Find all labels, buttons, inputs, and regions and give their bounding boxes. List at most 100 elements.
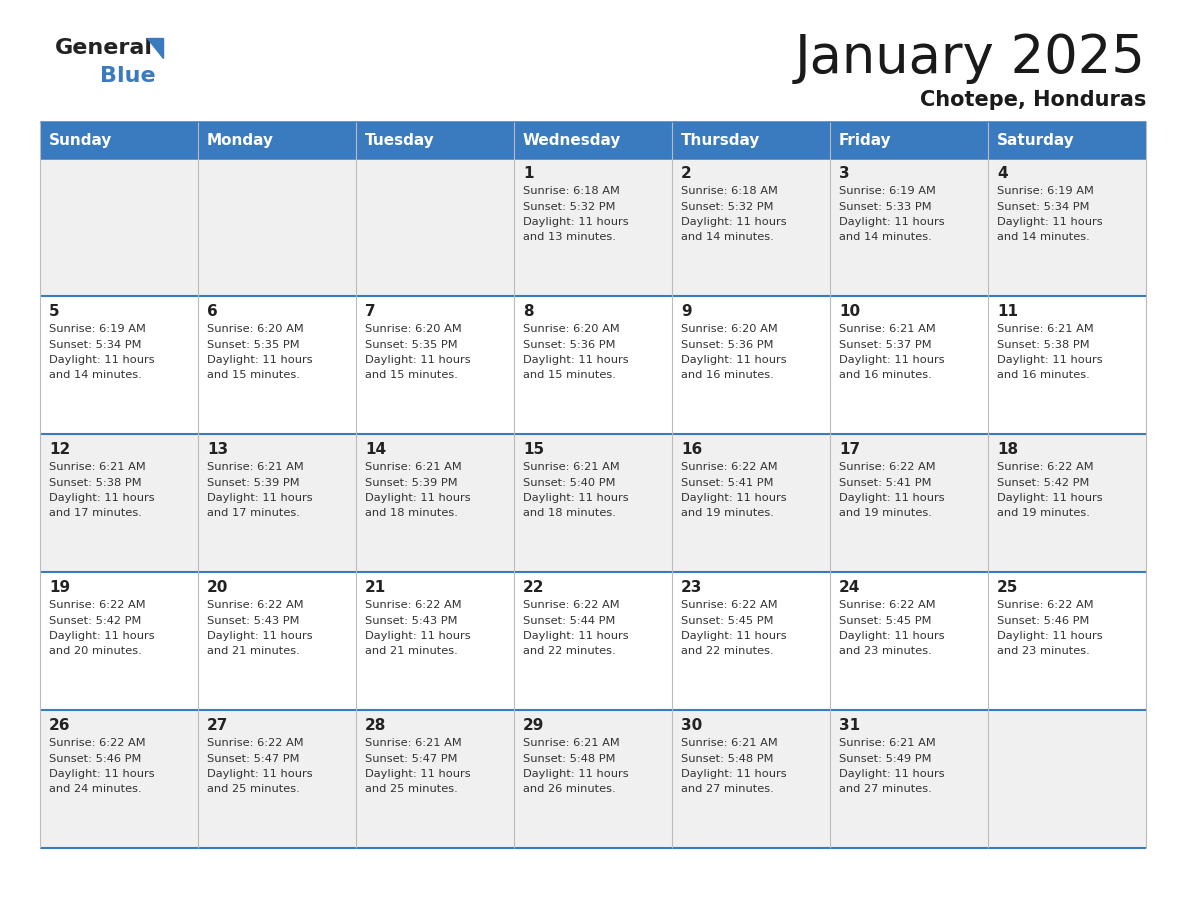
Text: Sunrise: 6:18 AM: Sunrise: 6:18 AM <box>681 186 778 196</box>
Text: Monday: Monday <box>207 132 274 148</box>
Text: 8: 8 <box>523 304 533 319</box>
Text: and 17 minutes.: and 17 minutes. <box>207 509 299 519</box>
Text: and 15 minutes.: and 15 minutes. <box>523 371 615 380</box>
Text: Thursday: Thursday <box>681 132 760 148</box>
Text: Sunrise: 6:18 AM: Sunrise: 6:18 AM <box>523 186 620 196</box>
Text: and 18 minutes.: and 18 minutes. <box>365 509 457 519</box>
Text: 6: 6 <box>207 304 217 319</box>
Text: Sunrise: 6:19 AM: Sunrise: 6:19 AM <box>997 186 1094 196</box>
Text: and 14 minutes.: and 14 minutes. <box>839 232 931 242</box>
Text: Sunset: 5:36 PM: Sunset: 5:36 PM <box>523 340 615 350</box>
Text: 1: 1 <box>523 166 533 181</box>
Text: 21: 21 <box>365 580 386 595</box>
Text: Sunrise: 6:22 AM: Sunrise: 6:22 AM <box>681 600 778 610</box>
Text: and 14 minutes.: and 14 minutes. <box>997 232 1089 242</box>
Text: 28: 28 <box>365 718 386 733</box>
Text: Sunset: 5:49 PM: Sunset: 5:49 PM <box>839 754 931 764</box>
Text: and 18 minutes.: and 18 minutes. <box>523 509 615 519</box>
Text: 16: 16 <box>681 442 702 457</box>
Text: 25: 25 <box>997 580 1018 595</box>
Text: General: General <box>55 38 153 58</box>
Text: 23: 23 <box>681 580 702 595</box>
Text: Sunset: 5:42 PM: Sunset: 5:42 PM <box>997 477 1089 487</box>
Text: Daylight: 11 hours: Daylight: 11 hours <box>523 217 628 227</box>
Text: Daylight: 11 hours: Daylight: 11 hours <box>523 631 628 641</box>
Text: and 17 minutes.: and 17 minutes. <box>49 509 141 519</box>
Text: Sunrise: 6:20 AM: Sunrise: 6:20 AM <box>523 324 620 334</box>
Text: Daylight: 11 hours: Daylight: 11 hours <box>49 769 154 779</box>
Text: Friday: Friday <box>839 132 892 148</box>
Text: Sunrise: 6:22 AM: Sunrise: 6:22 AM <box>681 462 778 472</box>
Text: and 21 minutes.: and 21 minutes. <box>365 646 457 656</box>
Text: Sunrise: 6:21 AM: Sunrise: 6:21 AM <box>681 738 778 748</box>
Text: Sunrise: 6:20 AM: Sunrise: 6:20 AM <box>207 324 304 334</box>
Text: Daylight: 11 hours: Daylight: 11 hours <box>207 631 312 641</box>
Text: Sunset: 5:48 PM: Sunset: 5:48 PM <box>523 754 615 764</box>
Text: Sunset: 5:37 PM: Sunset: 5:37 PM <box>839 340 931 350</box>
Text: Sunset: 5:45 PM: Sunset: 5:45 PM <box>839 615 931 625</box>
Text: and 22 minutes.: and 22 minutes. <box>523 646 615 656</box>
Text: Sunrise: 6:22 AM: Sunrise: 6:22 AM <box>997 600 1094 610</box>
Text: Sunrise: 6:22 AM: Sunrise: 6:22 AM <box>839 600 936 610</box>
Text: and 16 minutes.: and 16 minutes. <box>997 371 1089 380</box>
Text: Sunrise: 6:20 AM: Sunrise: 6:20 AM <box>365 324 462 334</box>
Text: and 25 minutes.: and 25 minutes. <box>365 785 457 794</box>
Text: Sunrise: 6:21 AM: Sunrise: 6:21 AM <box>839 738 936 748</box>
Text: Sunset: 5:33 PM: Sunset: 5:33 PM <box>839 201 931 211</box>
Text: Sunset: 5:47 PM: Sunset: 5:47 PM <box>365 754 457 764</box>
Text: Sunrise: 6:22 AM: Sunrise: 6:22 AM <box>839 462 936 472</box>
Text: Daylight: 11 hours: Daylight: 11 hours <box>839 355 944 365</box>
Text: Sunrise: 6:21 AM: Sunrise: 6:21 AM <box>839 324 936 334</box>
Text: Sunset: 5:48 PM: Sunset: 5:48 PM <box>681 754 773 764</box>
Bar <box>40 434 1146 572</box>
Text: Sunrise: 6:22 AM: Sunrise: 6:22 AM <box>49 738 146 748</box>
Text: Sunset: 5:35 PM: Sunset: 5:35 PM <box>365 340 457 350</box>
Text: 20: 20 <box>207 580 228 595</box>
Text: Daylight: 11 hours: Daylight: 11 hours <box>365 631 470 641</box>
Text: Sunrise: 6:21 AM: Sunrise: 6:21 AM <box>997 324 1094 334</box>
Text: and 19 minutes.: and 19 minutes. <box>839 509 931 519</box>
Text: and 23 minutes.: and 23 minutes. <box>997 646 1089 656</box>
Text: Sunset: 5:43 PM: Sunset: 5:43 PM <box>365 615 457 625</box>
Text: Sunrise: 6:21 AM: Sunrise: 6:21 AM <box>49 462 146 472</box>
Text: Sunrise: 6:21 AM: Sunrise: 6:21 AM <box>365 738 462 748</box>
Text: Sunrise: 6:21 AM: Sunrise: 6:21 AM <box>365 462 462 472</box>
Text: Sunset: 5:38 PM: Sunset: 5:38 PM <box>997 340 1089 350</box>
Text: Daylight: 11 hours: Daylight: 11 hours <box>207 355 312 365</box>
Text: 9: 9 <box>681 304 691 319</box>
Text: Daylight: 11 hours: Daylight: 11 hours <box>365 493 470 503</box>
Text: 29: 29 <box>523 718 544 733</box>
Text: Daylight: 11 hours: Daylight: 11 hours <box>49 493 154 503</box>
Text: Daylight: 11 hours: Daylight: 11 hours <box>681 493 786 503</box>
Text: Sunset: 5:38 PM: Sunset: 5:38 PM <box>49 477 141 487</box>
Text: Sunrise: 6:22 AM: Sunrise: 6:22 AM <box>49 600 146 610</box>
Text: Daylight: 11 hours: Daylight: 11 hours <box>49 355 154 365</box>
Polygon shape <box>147 38 163 58</box>
Text: Daylight: 11 hours: Daylight: 11 hours <box>997 493 1102 503</box>
Text: and 25 minutes.: and 25 minutes. <box>207 785 299 794</box>
Text: Sunset: 5:44 PM: Sunset: 5:44 PM <box>523 615 615 625</box>
Text: Daylight: 11 hours: Daylight: 11 hours <box>839 217 944 227</box>
Text: 5: 5 <box>49 304 59 319</box>
Text: Daylight: 11 hours: Daylight: 11 hours <box>681 769 786 779</box>
Text: Sunrise: 6:21 AM: Sunrise: 6:21 AM <box>207 462 304 472</box>
Text: Sunrise: 6:22 AM: Sunrise: 6:22 AM <box>207 600 304 610</box>
Text: Daylight: 11 hours: Daylight: 11 hours <box>207 769 312 779</box>
Text: 19: 19 <box>49 580 70 595</box>
Text: and 22 minutes.: and 22 minutes. <box>681 646 773 656</box>
Text: Sunset: 5:36 PM: Sunset: 5:36 PM <box>681 340 773 350</box>
Text: Sunday: Sunday <box>49 132 113 148</box>
Text: Sunset: 5:34 PM: Sunset: 5:34 PM <box>997 201 1089 211</box>
Text: 14: 14 <box>365 442 386 457</box>
Text: and 15 minutes.: and 15 minutes. <box>365 371 457 380</box>
Text: Daylight: 11 hours: Daylight: 11 hours <box>523 493 628 503</box>
Text: Sunset: 5:39 PM: Sunset: 5:39 PM <box>207 477 299 487</box>
Text: and 21 minutes.: and 21 minutes. <box>207 646 299 656</box>
Text: and 26 minutes.: and 26 minutes. <box>523 785 615 794</box>
Text: Daylight: 11 hours: Daylight: 11 hours <box>839 493 944 503</box>
Text: 15: 15 <box>523 442 544 457</box>
Text: 18: 18 <box>997 442 1018 457</box>
Text: Sunset: 5:42 PM: Sunset: 5:42 PM <box>49 615 141 625</box>
Text: Sunset: 5:34 PM: Sunset: 5:34 PM <box>49 340 141 350</box>
Text: Daylight: 11 hours: Daylight: 11 hours <box>839 631 944 641</box>
